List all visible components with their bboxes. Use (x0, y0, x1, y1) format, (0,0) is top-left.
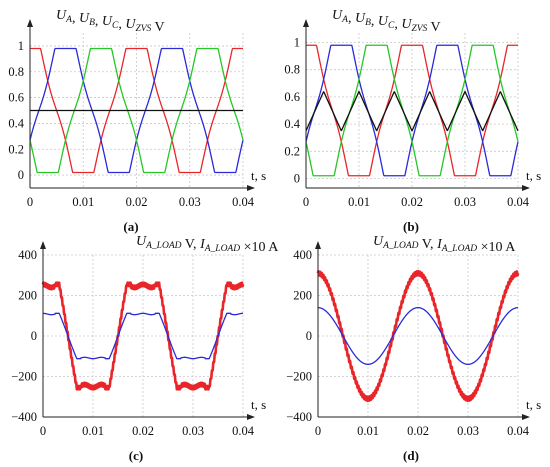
y-tick-label: −400 (286, 410, 312, 424)
x-axis-arrow (247, 185, 255, 191)
y-tick-label: 1 (18, 39, 24, 53)
x-tick-label: 0 (315, 424, 321, 438)
chart-title: UA, UB, UC, UZVS V (56, 8, 165, 35)
y-tick-label: 200 (293, 289, 312, 303)
y-tick-label: 0.6 (284, 90, 300, 104)
x-axis-label: t, s (526, 168, 541, 183)
x-tick-label: 0.04 (232, 424, 255, 438)
series-line-3 (29, 47, 244, 174)
y-tick-label: 0 (306, 329, 312, 343)
chart-a: 0 0.2 0.4 0.6 0.8 1 0 0.01 0.02 0.03 0.04 t, s UA, U… (8, 8, 266, 234)
x-tick-label: 0.01 (357, 424, 379, 438)
chart-caption: (c) (129, 448, 143, 463)
x-tick-label: 0 (303, 195, 309, 209)
y-tick-label: 0.6 (8, 91, 24, 105)
y-axis-arrow (303, 19, 309, 27)
series-line-1 (316, 269, 520, 403)
x-axis-arrow (247, 414, 255, 420)
y-tick-label: 0.8 (284, 63, 300, 77)
x-axis-label: t, s (526, 397, 541, 412)
y-tick-label: 200 (18, 289, 37, 303)
chart-caption: (a) (123, 219, 138, 234)
y-tick-label: 0.4 (8, 116, 24, 130)
y-tick-label: 0 (31, 329, 37, 343)
y-tick-label: 0.8 (8, 65, 24, 79)
x-axis-arrow (522, 414, 530, 420)
x-tick-label: 0.04 (507, 195, 530, 209)
y-axis-arrow (27, 19, 33, 27)
chart-title: UA_LOAD V, IA_LOAD ×10 A (136, 234, 279, 255)
series-line-4 (305, 90, 519, 132)
x-tick-label: 0.03 (457, 424, 479, 438)
y-tick-label: 400 (18, 248, 37, 262)
x-tick-label: 0.02 (132, 424, 154, 438)
series-line-2 (317, 307, 519, 365)
x-tick-label: 0.03 (179, 195, 201, 209)
y-tick-label: 0.2 (8, 142, 24, 156)
x-axis-arrow (522, 185, 530, 191)
x-tick-label: 0.04 (232, 195, 255, 209)
chart-caption: (b) (403, 219, 419, 234)
y-tick-label: 0.4 (284, 117, 300, 131)
x-tick-label: 0 (40, 424, 46, 438)
x-tick-label: 0.01 (82, 424, 104, 438)
chart-d: −400 −200 0 200 400 0 0.01 0.02 0.03 0.04 t, s UA_L… (286, 234, 541, 463)
y-axis-arrow (315, 241, 321, 249)
y-axis-arrow (40, 241, 46, 249)
y-tick-label: −200 (11, 370, 37, 384)
y-tick-label: −400 (11, 410, 37, 424)
chart-caption: (d) (403, 448, 419, 463)
x-tick-label: 0 (27, 195, 33, 209)
y-tick-label: 400 (293, 248, 312, 262)
y-tick-label: −200 (286, 370, 312, 384)
chart-title: UA_LOAD V, IA_LOAD ×10 A (373, 234, 516, 255)
series-line-3 (305, 44, 519, 177)
chart-c: −400 −200 0 200 400 0 0.01 0.02 0.03 0.04 t, s UA_L… (11, 234, 279, 463)
chart-title: UA, UB, UC, UZVS V (332, 8, 441, 35)
x-tick-label: 0.02 (401, 195, 423, 209)
x-tick-label: 0.01 (72, 195, 94, 209)
x-tick-label: 0.01 (348, 195, 370, 209)
x-tick-label: 0.03 (182, 424, 204, 438)
x-axis-label: t, s (251, 397, 266, 412)
y-tick-label: 0 (18, 168, 24, 182)
series-line-1 (41, 281, 245, 391)
y-tick-label: 0.2 (284, 144, 300, 158)
x-tick-label: 0.02 (407, 424, 429, 438)
y-tick-label: 1 (294, 36, 300, 50)
x-tick-label: 0.04 (507, 424, 530, 438)
chart-b: 0 0.2 0.4 0.6 0.8 1 0 0.01 0.02 0.03 0.04 t, s UA, U… (284, 8, 541, 234)
x-tick-label: 0.02 (126, 195, 148, 209)
x-axis-label: t, s (251, 168, 266, 183)
x-tick-label: 0.03 (454, 195, 476, 209)
y-tick-label: 0 (294, 171, 300, 185)
series-line-2 (42, 312, 244, 360)
